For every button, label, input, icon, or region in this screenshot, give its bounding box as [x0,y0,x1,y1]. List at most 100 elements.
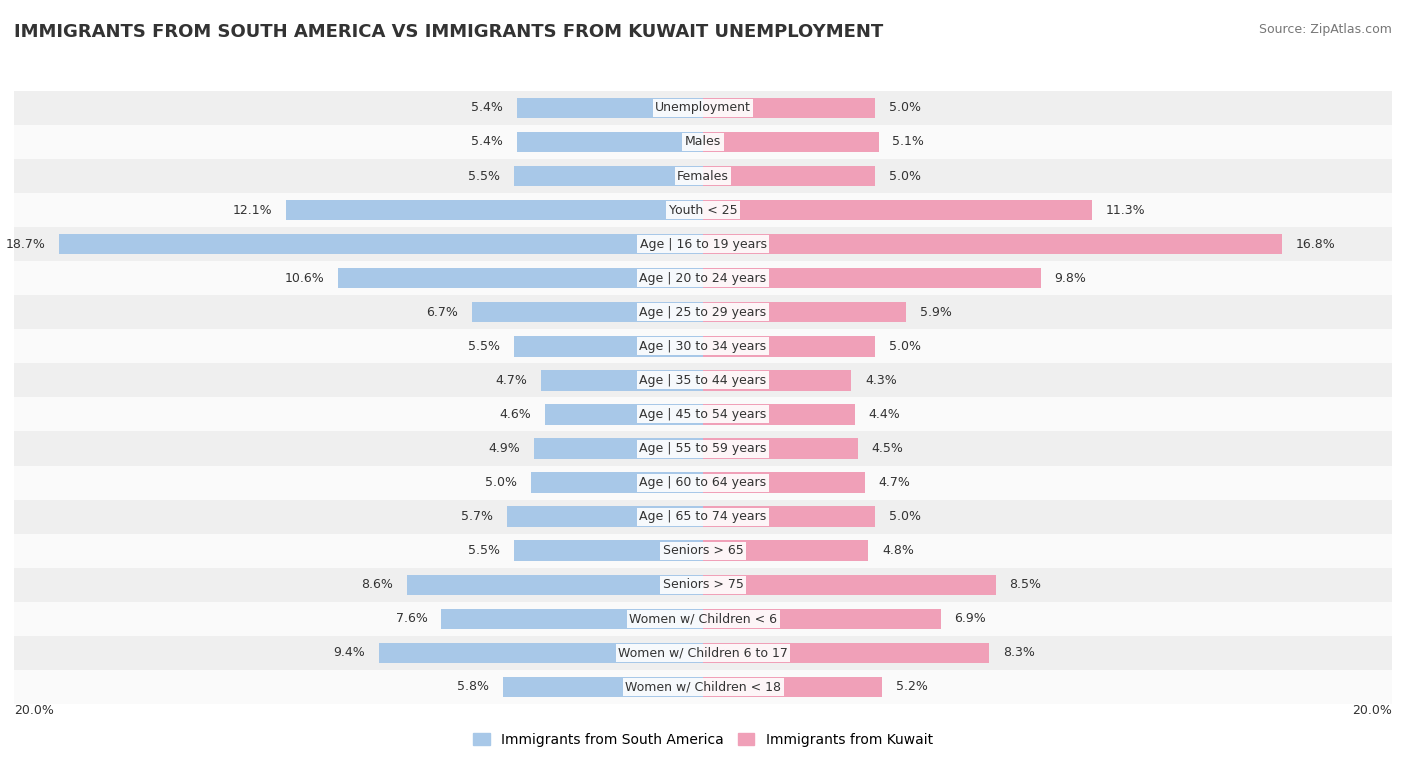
Bar [703,540,869,561]
Bar [406,575,703,595]
Text: 5.7%: 5.7% [461,510,494,523]
Text: 6.7%: 6.7% [426,306,458,319]
Bar [14,534,1392,568]
Text: 5.0%: 5.0% [889,101,921,114]
Text: 5.5%: 5.5% [468,170,499,182]
Bar [14,397,1392,431]
Text: Women w/ Children < 18: Women w/ Children < 18 [626,681,780,693]
Bar [472,302,703,322]
Text: Age | 20 to 24 years: Age | 20 to 24 years [640,272,766,285]
Bar [14,363,1392,397]
Bar [441,609,703,629]
Text: 5.2%: 5.2% [896,681,928,693]
Text: 8.5%: 8.5% [1010,578,1042,591]
Text: 7.6%: 7.6% [395,612,427,625]
Bar [703,370,851,391]
Text: Women w/ Children < 6: Women w/ Children < 6 [628,612,778,625]
Bar [513,166,703,186]
Text: Unemployment: Unemployment [655,101,751,114]
Bar [337,268,703,288]
Bar [14,670,1392,704]
Bar [14,636,1392,670]
Bar [534,438,703,459]
Text: 9.8%: 9.8% [1054,272,1087,285]
Bar [14,91,1392,125]
Bar [59,234,703,254]
Text: Seniors > 75: Seniors > 75 [662,578,744,591]
Bar [703,506,875,527]
Text: Age | 16 to 19 years: Age | 16 to 19 years [640,238,766,251]
Bar [14,568,1392,602]
Text: 18.7%: 18.7% [6,238,45,251]
Bar [531,472,703,493]
Bar [14,466,1392,500]
Text: 10.6%: 10.6% [284,272,323,285]
Bar [14,193,1392,227]
Bar [703,132,879,152]
Bar [14,125,1392,159]
Text: 4.3%: 4.3% [865,374,897,387]
Bar [14,159,1392,193]
Bar [703,200,1092,220]
Bar [14,602,1392,636]
Bar [503,677,703,697]
Bar [517,98,703,118]
Text: 5.8%: 5.8% [457,681,489,693]
Bar [380,643,703,663]
Bar [14,329,1392,363]
Bar [544,404,703,425]
Text: Youth < 25: Youth < 25 [669,204,737,217]
Text: 5.4%: 5.4% [471,101,503,114]
Bar [517,132,703,152]
Text: 5.4%: 5.4% [471,136,503,148]
Text: 16.8%: 16.8% [1295,238,1336,251]
Bar [506,506,703,527]
Text: Females: Females [678,170,728,182]
Bar [703,438,858,459]
Bar [513,540,703,561]
Bar [14,261,1392,295]
Text: 5.0%: 5.0% [889,170,921,182]
Text: 5.1%: 5.1% [893,136,924,148]
Bar [287,200,703,220]
Bar [703,643,988,663]
Text: 9.4%: 9.4% [333,646,366,659]
Text: 4.7%: 4.7% [495,374,527,387]
Text: 6.9%: 6.9% [955,612,986,625]
Bar [703,677,882,697]
Bar [703,98,875,118]
Text: Males: Males [685,136,721,148]
Text: Age | 60 to 64 years: Age | 60 to 64 years [640,476,766,489]
Text: 4.8%: 4.8% [882,544,914,557]
Text: Age | 25 to 29 years: Age | 25 to 29 years [640,306,766,319]
Text: Age | 65 to 74 years: Age | 65 to 74 years [640,510,766,523]
Text: Seniors > 65: Seniors > 65 [662,544,744,557]
Text: 4.6%: 4.6% [499,408,531,421]
Bar [14,295,1392,329]
Text: Age | 45 to 54 years: Age | 45 to 54 years [640,408,766,421]
Text: 5.9%: 5.9% [920,306,952,319]
Bar [703,336,875,357]
Bar [513,336,703,357]
Text: 5.5%: 5.5% [468,340,499,353]
Text: 5.0%: 5.0% [889,340,921,353]
Text: 20.0%: 20.0% [1353,704,1392,717]
Bar [703,302,907,322]
Text: 4.9%: 4.9% [489,442,520,455]
Text: 8.6%: 8.6% [361,578,392,591]
Text: 11.3%: 11.3% [1107,204,1146,217]
Text: 4.7%: 4.7% [879,476,911,489]
Bar [14,500,1392,534]
Text: 4.4%: 4.4% [869,408,900,421]
Text: 5.0%: 5.0% [889,510,921,523]
Bar [541,370,703,391]
Text: 4.5%: 4.5% [872,442,904,455]
Text: Age | 30 to 34 years: Age | 30 to 34 years [640,340,766,353]
Bar [703,575,995,595]
Bar [703,234,1282,254]
Text: IMMIGRANTS FROM SOUTH AMERICA VS IMMIGRANTS FROM KUWAIT UNEMPLOYMENT: IMMIGRANTS FROM SOUTH AMERICA VS IMMIGRA… [14,23,883,41]
Text: 8.3%: 8.3% [1002,646,1035,659]
Bar [703,404,855,425]
Text: 5.0%: 5.0% [485,476,517,489]
Text: Source: ZipAtlas.com: Source: ZipAtlas.com [1258,23,1392,36]
